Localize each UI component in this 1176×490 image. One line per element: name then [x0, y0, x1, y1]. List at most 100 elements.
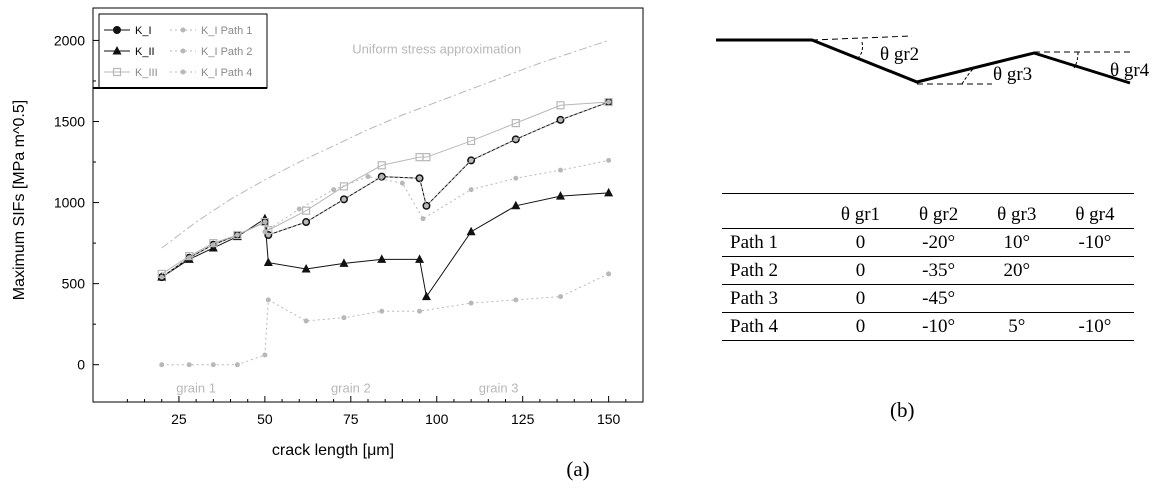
data-point — [558, 167, 563, 173]
data-point — [513, 297, 519, 303]
data-point — [513, 175, 519, 181]
data-point — [262, 229, 268, 235]
header-cell: θ gr3 — [977, 193, 1056, 229]
data-point — [468, 300, 474, 306]
legend-marker — [113, 26, 121, 34]
annotation-layer: Uniform stress approximation grain 1 grain… — [176, 41, 521, 395]
data-point — [379, 308, 385, 314]
table-cell — [1055, 284, 1134, 313]
series-k-ii — [157, 187, 614, 301]
data-point — [339, 182, 349, 191]
legend: K_I K_II K_III K_I Path 1 K_I Path 2 K_I Path… — [93, 13, 268, 89]
data-point — [421, 291, 431, 301]
x-tick-label: 150 — [597, 411, 621, 427]
row-label: Path 1 — [722, 228, 822, 257]
series-layer — [157, 39, 614, 368]
panel-label-b: (b) — [890, 398, 915, 422]
data-point — [301, 264, 311, 273]
table-cell: -35° — [899, 256, 978, 285]
annotation-uniform-stress-approximation: Uniform stress approximation — [352, 41, 521, 56]
ref-line-gr2 — [811, 35, 913, 41]
data-point — [303, 219, 309, 225]
data-point — [186, 255, 192, 261]
series-line — [161, 273, 609, 366]
series-k-i-path-4 — [159, 271, 612, 368]
header-cell: θ gr1 — [821, 193, 900, 229]
series-k-i-path-2 — [262, 157, 612, 235]
y-tick-label: 1000 — [54, 195, 85, 211]
data-point — [233, 230, 242, 240]
panel-label-a: (a) — [566, 457, 589, 481]
series-line — [161, 39, 609, 249]
table-cell: -10° — [1055, 312, 1134, 341]
header-cell — [722, 193, 822, 229]
data-point — [422, 153, 431, 162]
row-label: Path 2 — [722, 256, 822, 285]
table-header-row: θ gr1 θ gr2 θ gr3 θ gr4 — [722, 193, 1134, 229]
table-cell — [977, 284, 1056, 313]
x-tick-label: 100 — [425, 411, 449, 427]
header-cell: θ gr4 — [1055, 193, 1134, 229]
legend-label-k-i-path-4: K_I Path 4 — [201, 67, 252, 79]
table-row: Path 1 0 -20° 10° -10° — [722, 228, 1134, 257]
data-point — [423, 203, 429, 209]
table-cell: -45° — [899, 284, 978, 313]
data-point — [296, 206, 302, 212]
data-point — [186, 362, 192, 368]
header-cell: θ gr2 — [899, 193, 978, 229]
series-line — [161, 101, 609, 278]
legend-label-k-i-path-2: K_I Path 2 — [201, 46, 252, 58]
series-k-i — [157, 98, 613, 282]
table-cell: 0 — [821, 284, 900, 313]
data-point — [302, 206, 311, 215]
data-point — [331, 187, 337, 193]
data-point — [234, 362, 240, 368]
table-cell: -20° — [899, 228, 978, 257]
data-point — [417, 175, 423, 181]
legend-marker — [112, 67, 122, 77]
path-angle-table: θ gr1 θ gr2 θ gr3 θ gr4 Path 1 0 -20° 10… — [722, 193, 1134, 341]
data-point — [604, 97, 613, 107]
crack-path-diagram: θ gr2 θ gr3 θ gr4 — [716, 35, 1150, 85]
table-cell: 0 — [821, 256, 900, 285]
legend-label-k-ii: K_II — [135, 46, 155, 58]
legend-label-k-iii: K_III — [135, 67, 158, 79]
y-tick-label: 500 — [62, 276, 86, 292]
data-point — [210, 242, 216, 248]
annotation-grain-2: grain 2 — [331, 380, 371, 395]
series-line — [264, 159, 609, 233]
data-point — [262, 352, 268, 358]
annotation-grain-3: grain 3 — [479, 380, 519, 395]
series-line — [161, 101, 609, 275]
data-point — [606, 271, 612, 277]
data-point — [263, 257, 273, 267]
data-point — [265, 232, 271, 238]
angle-arc-gr2 — [857, 41, 863, 59]
data-point — [606, 99, 612, 105]
table-cell: 5° — [977, 312, 1056, 341]
theta-gr3-label: θ gr3 — [993, 64, 1032, 85]
table-cell: -10° — [899, 312, 978, 341]
x-tick-label: 125 — [511, 411, 535, 427]
data-point — [511, 200, 521, 210]
data-point — [210, 362, 216, 368]
legend-marker — [180, 69, 186, 75]
y-tick-label: 0 — [77, 357, 85, 373]
x-tick-label: 50 — [257, 411, 273, 427]
row-label: Path 4 — [722, 312, 822, 341]
series-uniform-stress-approximation — [161, 39, 609, 249]
data-point — [466, 226, 476, 236]
data-point — [341, 196, 347, 202]
theta-gr4-label: θ gr4 — [1110, 60, 1150, 81]
data-point — [262, 219, 268, 225]
table-cell: 20° — [977, 256, 1056, 285]
data-point — [420, 216, 426, 222]
table-cell: -10° — [1055, 228, 1134, 257]
x-axis-label: crack length [μm] — [272, 442, 394, 459]
data-point — [377, 161, 386, 170]
data-point — [260, 217, 269, 227]
data-point — [159, 274, 165, 280]
angle-arc-gr4 — [1073, 51, 1079, 69]
data-point — [468, 157, 474, 163]
